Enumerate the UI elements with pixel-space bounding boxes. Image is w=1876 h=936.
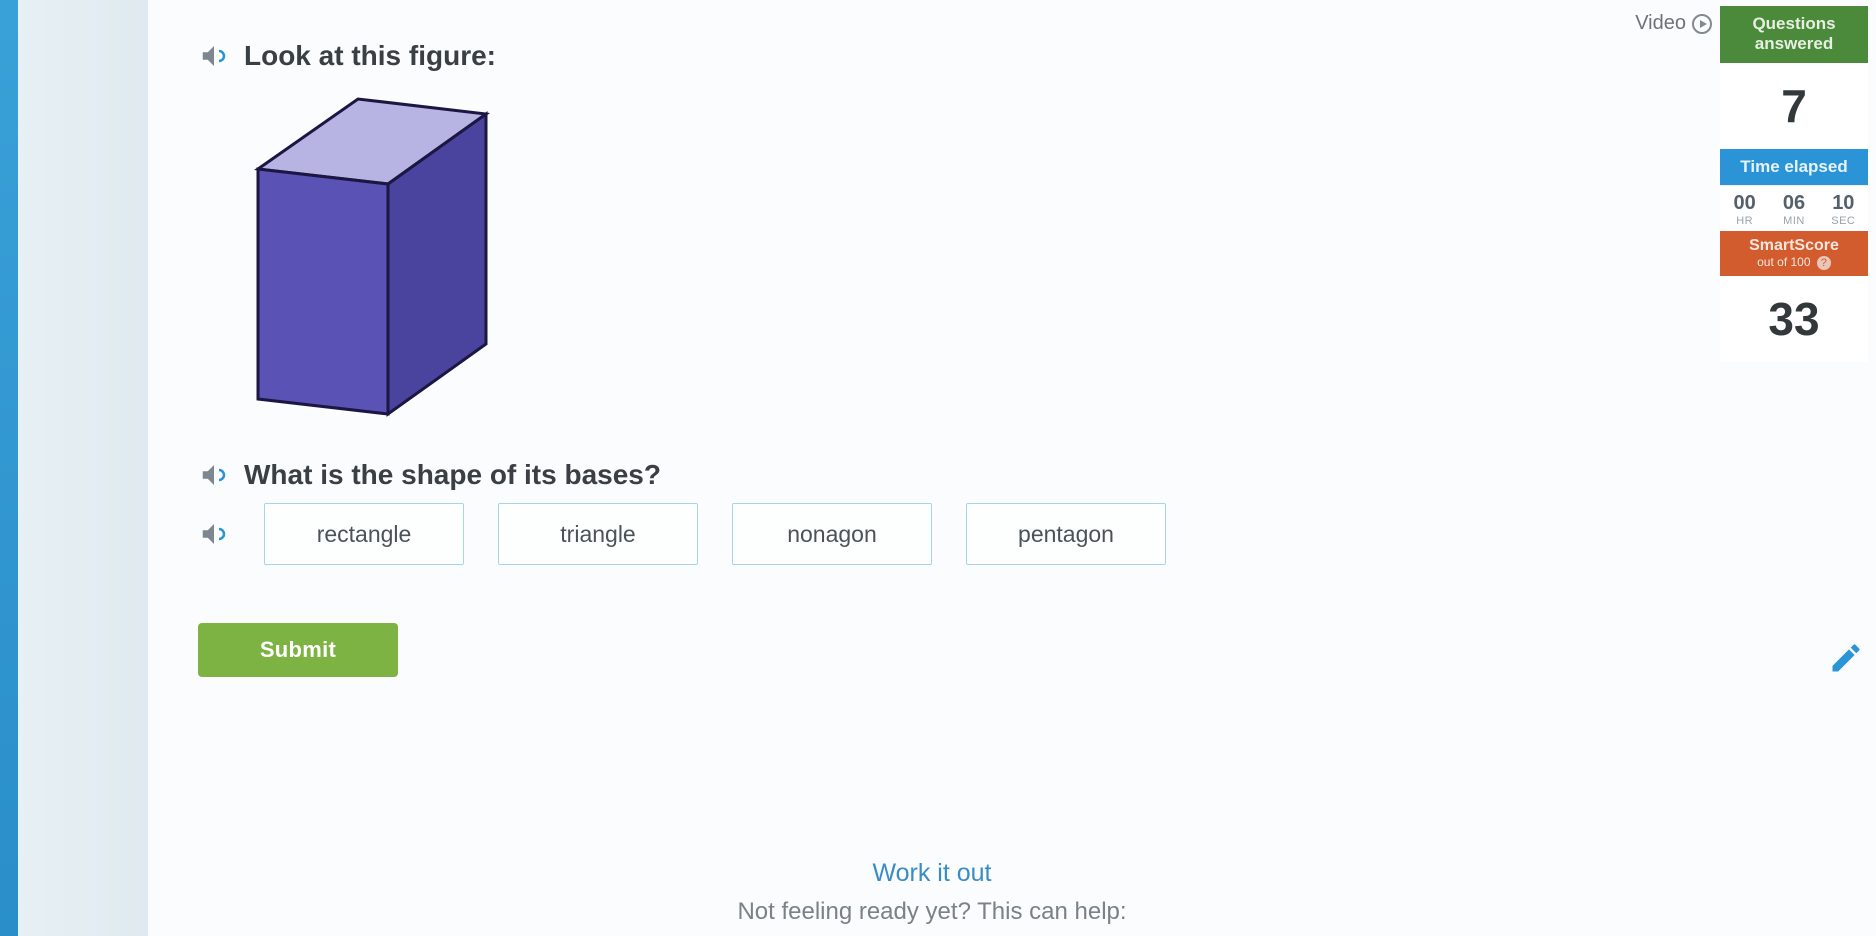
prompt-1-text: Look at this figure: — [244, 40, 496, 72]
timer-minutes-label: MIN — [1769, 215, 1818, 227]
footer: Work it out Not feeling ready yet? This … — [148, 859, 1716, 926]
read-aloud-button-1[interactable] — [198, 40, 230, 72]
play-icon — [1692, 14, 1712, 34]
questions-answered-value: 7 — [1720, 63, 1868, 149]
not-ready-text: Not feeling ready yet? This can help: — [148, 898, 1716, 926]
scratchpad-button[interactable] — [1828, 640, 1864, 681]
answer-option-pentagon[interactable]: pentagon — [966, 503, 1166, 565]
main-panel: Video Questions answered 7 Time elapsed … — [148, 0, 1876, 936]
timer-hours-label: HR — [1720, 215, 1769, 227]
speaker-icon — [199, 41, 229, 71]
stats-sidebar: Questions answered 7 Time elapsed 00 HR … — [1720, 6, 1868, 362]
prompt-row-1: Look at this figure: — [198, 40, 1676, 72]
figure — [228, 84, 1676, 429]
question-content: Look at this figure: — [148, 0, 1716, 677]
smartscore-header: SmartScore out of 100 ? — [1720, 231, 1868, 275]
pencil-icon — [1828, 640, 1864, 676]
submit-button[interactable]: Submit — [198, 623, 398, 677]
work-it-out-link[interactable]: Work it out — [148, 859, 1716, 888]
prism-figure — [228, 84, 508, 424]
timer-seconds-value: 10 — [1819, 192, 1868, 215]
answer-option-triangle[interactable]: triangle — [498, 503, 698, 565]
read-aloud-button-3[interactable] — [198, 518, 230, 550]
timer-display: 00 HR 06 MIN 10 SEC — [1720, 185, 1868, 231]
time-elapsed-header: Time elapsed — [1720, 149, 1868, 185]
smartscore-value: 33 — [1720, 276, 1868, 362]
timer-hours: 00 HR — [1720, 186, 1769, 231]
answers-row: rectangle triangle nonagon pentagon — [198, 503, 1676, 565]
timer-hours-value: 00 — [1720, 192, 1769, 215]
video-link[interactable]: Video — [1635, 12, 1712, 35]
read-aloud-button-2[interactable] — [198, 459, 230, 491]
video-label: Video — [1635, 12, 1686, 35]
help-icon[interactable]: ? — [1817, 256, 1831, 270]
smartscore-title: SmartScore — [1724, 237, 1864, 255]
speaker-icon — [199, 519, 229, 549]
smartscore-sub: out of 100 ? — [1724, 256, 1864, 270]
speaker-icon — [199, 460, 229, 490]
timer-seconds: 10 SEC — [1819, 186, 1868, 231]
answer-option-nonagon[interactable]: nonagon — [732, 503, 932, 565]
questions-answered-header: Questions answered — [1720, 6, 1868, 63]
timer-minutes: 06 MIN — [1769, 186, 1818, 231]
prompt-row-2: What is the shape of its bases? — [198, 459, 1676, 491]
answer-option-rectangle[interactable]: rectangle — [264, 503, 464, 565]
left-accent-bar — [0, 0, 18, 936]
prompt-2-text: What is the shape of its bases? — [244, 459, 661, 491]
timer-minutes-value: 06 — [1769, 192, 1818, 215]
timer-seconds-label: SEC — [1819, 215, 1868, 227]
left-gutter — [18, 0, 148, 936]
